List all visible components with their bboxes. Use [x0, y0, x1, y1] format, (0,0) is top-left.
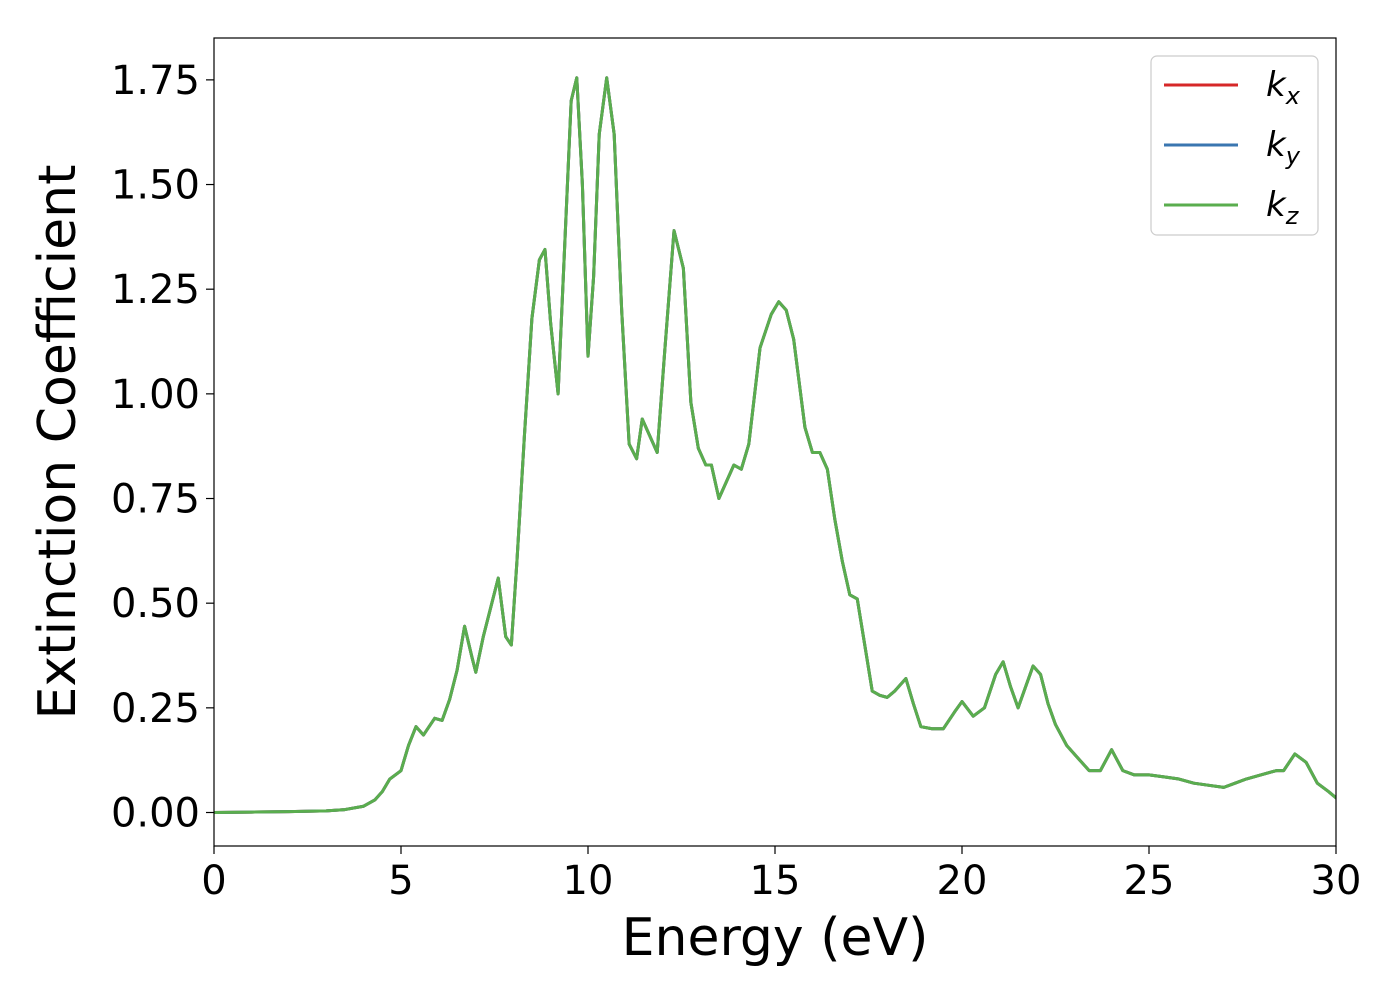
series-layer — [214, 76, 1336, 815]
x-axis-title: Energy (eV) — [622, 908, 929, 968]
y-tick-label: 0.25 — [111, 686, 200, 732]
y-tick-label: 1.75 — [111, 58, 200, 104]
x-tick-label: 20 — [937, 858, 988, 904]
x-axis: 0 5 10 15 20 25 30 — [201, 846, 1361, 904]
y-axis: 0.00 0.25 0.50 0.75 1.00 1.25 1.50 1.75 — [111, 58, 214, 837]
y-tick-label: 0.00 — [111, 791, 200, 837]
x-tick-label: 0 — [201, 858, 226, 904]
y-tick-label: 0.50 — [111, 581, 200, 627]
legend-label-y: ky — [1266, 125, 1301, 170]
x-tick-label: 15 — [750, 858, 801, 904]
y-tick-label: 1.25 — [111, 267, 200, 313]
x-tick-label: 30 — [1311, 858, 1362, 904]
y-tick-label: 1.50 — [111, 163, 200, 209]
x-tick-label: 25 — [1124, 858, 1175, 904]
y-axis-title: Extinction Coefficient — [28, 165, 88, 720]
legend: kx ky kz — [1150, 55, 1319, 236]
series-line-z — [214, 76, 1336, 815]
y-tick-label: 1.00 — [111, 372, 200, 418]
x-tick-label: 10 — [563, 858, 614, 904]
legend-label-x: kx — [1266, 65, 1301, 110]
y-tick-label: 0.75 — [111, 477, 200, 523]
legend-label-z: kz — [1266, 185, 1300, 230]
x-tick-label: 5 — [388, 858, 413, 904]
